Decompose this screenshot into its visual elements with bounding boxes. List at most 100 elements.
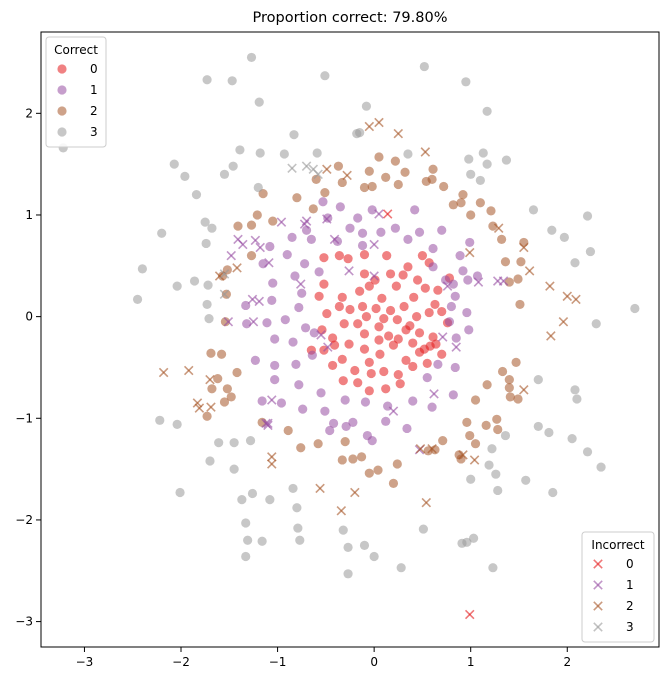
correct-class-2-point xyxy=(448,200,458,210)
correct-class-3-point xyxy=(482,106,492,116)
correct-class-3-point xyxy=(172,281,182,291)
incorrect-class-2-point xyxy=(205,374,215,385)
incorrect-class-1-point xyxy=(492,276,503,286)
correct-class-3-point xyxy=(466,474,476,484)
correct-class-0-point xyxy=(437,349,447,359)
correct-class-3-point xyxy=(343,542,353,552)
incorrect-class-1-point xyxy=(247,294,258,305)
correct-legend-marker-3 xyxy=(57,127,67,137)
correct-class-1-point xyxy=(458,266,468,276)
correct-class-2-point xyxy=(202,411,212,421)
y-tick-label: 0 xyxy=(25,310,33,324)
correct-class-0-point xyxy=(379,366,389,377)
correct-class-0-point xyxy=(319,253,329,263)
correct-legend-marker-2 xyxy=(57,106,67,116)
correct-class-1-point xyxy=(381,416,391,426)
correct-class-1-point xyxy=(403,234,413,244)
correct-class-2-point xyxy=(364,468,374,478)
correct-class-1-point xyxy=(341,421,351,432)
correct-class-1-point xyxy=(262,318,272,328)
correct-class-3-point xyxy=(189,276,200,286)
correct-class-3-point xyxy=(464,154,474,164)
correct-class-1-point xyxy=(357,240,368,251)
incorrect-class-1-point xyxy=(473,277,484,287)
correct-class-3-point xyxy=(596,462,606,472)
correct-legend-label-1: 1 xyxy=(90,83,98,97)
correct-class-0-point xyxy=(314,291,324,301)
incorrect-class-2-point xyxy=(562,291,573,302)
correct-class-0-point xyxy=(364,357,374,367)
correct-class-1-point xyxy=(268,278,278,288)
correct-class-1-point xyxy=(348,417,358,427)
correct-class-2-point xyxy=(337,455,347,465)
incorrect-class-1-point xyxy=(369,239,379,250)
correct-class-2-point xyxy=(359,182,370,193)
incorrect-class-1-point xyxy=(223,316,234,327)
correct-class-3-point xyxy=(169,159,179,169)
correct-class-2-point xyxy=(456,198,466,208)
correct-class-3-point xyxy=(475,175,485,186)
correct-class-3-point xyxy=(229,438,239,448)
correct-class-2-point xyxy=(486,206,496,216)
correct-class-3-point xyxy=(359,540,370,550)
correct-class-1-point xyxy=(451,333,461,343)
correct-class-2-point xyxy=(283,425,293,436)
y-tick-label: 1 xyxy=(25,208,33,222)
correct-class-0-point xyxy=(338,376,348,386)
incorrect-class-2-point xyxy=(420,147,431,157)
correct-legend-title: Correct xyxy=(54,43,98,57)
correct-class-3-point xyxy=(245,436,256,446)
incorrect-legend-label-3: 3 xyxy=(626,620,634,634)
correct-class-3-point xyxy=(243,535,253,545)
correct-class-3-point xyxy=(204,314,214,324)
correct-class-2-point xyxy=(388,478,399,488)
correct-class-1-point xyxy=(300,259,310,269)
correct-class-0-point xyxy=(428,332,438,342)
correct-class-3-point xyxy=(533,421,543,432)
correct-class-1-point xyxy=(267,295,277,305)
correct-class-2-point xyxy=(348,454,358,464)
incorrect-class-2-point xyxy=(374,117,384,128)
y-tick-label: −1 xyxy=(15,411,33,425)
correct-class-3-point xyxy=(201,238,211,249)
incorrect-class-2-point xyxy=(232,263,242,273)
correct-class-3-point xyxy=(462,537,472,547)
correct-class-2-point xyxy=(207,384,217,394)
correct-class-0-point xyxy=(403,262,413,272)
correct-class-1-point xyxy=(298,404,308,414)
correct-class-2-point xyxy=(515,299,525,310)
correct-class-1-point xyxy=(297,288,307,298)
incorrect-class-1-point xyxy=(254,296,264,307)
correct-class-1-point xyxy=(250,355,260,365)
incorrect-class-2-point xyxy=(322,164,332,174)
correct-class-1-point xyxy=(446,301,456,312)
correct-class-0-point xyxy=(385,305,396,316)
correct-class-1-point xyxy=(270,334,280,344)
correct-class-2-point xyxy=(374,152,384,162)
correct-class-3-point xyxy=(528,205,539,215)
correct-class-2-point xyxy=(504,375,514,385)
correct-class-3-point xyxy=(484,460,494,470)
y-tick-label: −3 xyxy=(15,615,33,629)
chart-title: Proportion correct: 79.80% xyxy=(253,10,448,26)
incorrect-class-2-point xyxy=(519,242,529,253)
correct-legend-box xyxy=(45,36,107,148)
x-tick-label: 2 xyxy=(563,655,571,669)
correct-class-0-point xyxy=(328,360,338,371)
correct-class-3-point xyxy=(253,182,263,193)
correct-class-0-point xyxy=(414,347,425,357)
correct-class-2-point xyxy=(393,179,403,190)
correct-class-0-point xyxy=(374,335,384,345)
incorrect-legend-label-1: 1 xyxy=(626,578,634,592)
correct-class-3-point xyxy=(235,145,245,155)
correct-class-1-point xyxy=(288,337,298,347)
correct-class-2-point xyxy=(482,380,492,390)
correct-class-0-point xyxy=(353,378,363,388)
incorrect-class-0-point xyxy=(382,209,393,219)
correct-class-2-point xyxy=(493,424,503,435)
correct-class-0-point xyxy=(334,251,344,261)
correct-class-1-point xyxy=(280,315,290,325)
y-tick-label: 2 xyxy=(25,106,33,120)
correct-class-3-point xyxy=(295,535,305,545)
